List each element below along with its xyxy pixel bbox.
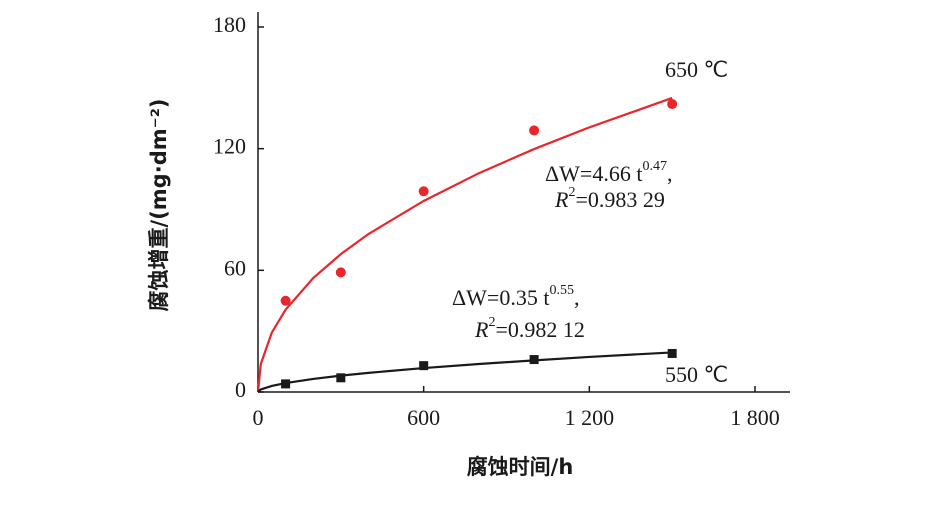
r-symbol: R [474, 317, 489, 342]
y-tick-label: 120 [213, 134, 246, 159]
y-tick-label: 180 [213, 12, 246, 37]
equation-text: ΔW=4.66 t [545, 161, 642, 186]
r-exponent: 2 [568, 185, 575, 200]
x-axis-label: 腐蚀时间/h [467, 455, 574, 479]
equation-tail: , [574, 285, 580, 310]
y-tick-label: 60 [224, 255, 246, 280]
r-squared: R2=0.983 29 [554, 185, 665, 212]
point [529, 355, 539, 365]
series-label: 550 ℃ [665, 362, 728, 387]
y-axis-label: 腐蚀增重/(mg·dm⁻²) [147, 99, 171, 312]
point [280, 295, 291, 306]
point [529, 125, 540, 136]
r-value: =0.983 29 [575, 187, 664, 212]
equation-text: ΔW=0.35 t [452, 285, 549, 310]
fit-equation: ΔW=4.66 t0.47, [545, 159, 672, 186]
r-value: =0.982 12 [495, 317, 584, 342]
equation-exponent: 0.47 [642, 159, 667, 174]
point [335, 267, 346, 278]
x-tick-label: 1 800 [730, 405, 780, 430]
fit-line [256, 96, 673, 393]
series-label: 650 ℃ [665, 57, 728, 82]
r-exponent: 2 [488, 315, 495, 330]
r-squared: R2=0.982 12 [474, 315, 585, 342]
point [336, 373, 346, 383]
point [281, 379, 291, 389]
r-symbol: R [554, 187, 569, 212]
equation-tail: , [667, 161, 673, 186]
x-tick-label: 600 [407, 405, 440, 430]
point [418, 186, 429, 197]
point [419, 361, 429, 371]
x-tick-label: 0 [253, 405, 264, 430]
y-tick-label: 0 [235, 377, 246, 402]
fit-line [257, 351, 673, 393]
point [667, 348, 677, 358]
equation-exponent: 0.55 [549, 283, 574, 298]
x-tick-label: 1 200 [565, 405, 615, 430]
fit-equation: ΔW=0.35 t0.55, [452, 283, 579, 310]
point [667, 99, 678, 110]
